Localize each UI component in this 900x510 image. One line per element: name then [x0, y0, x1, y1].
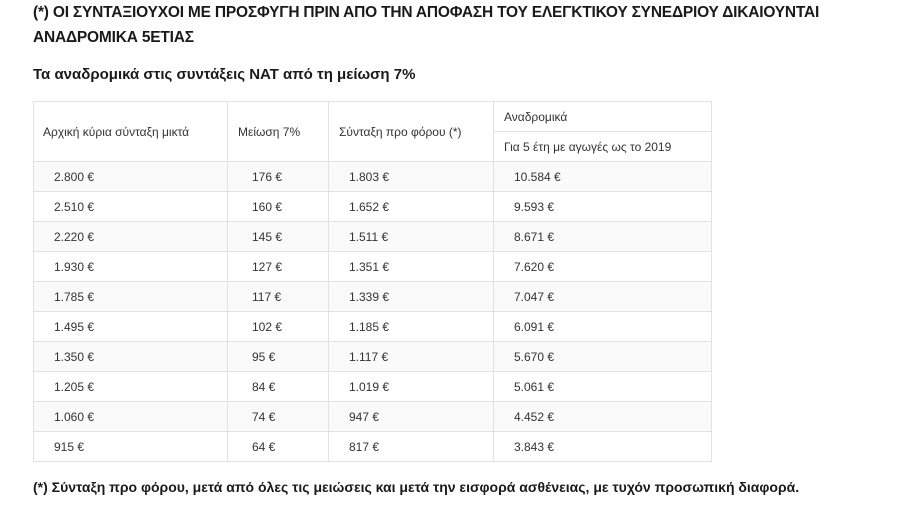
table-row: 1.930 €127 €1.351 €7.620 € — [33, 251, 712, 282]
header-initial-pension: Αρχική κύρια σύνταξη μικτά — [33, 101, 228, 162]
pretax-pension-cell: 1.652 € — [328, 191, 494, 222]
initial-pension-cell: 1.060 € — [33, 401, 228, 432]
reduction-cell: 145 € — [227, 221, 329, 252]
table-row: 2.800 €176 €1.803 €10.584 € — [33, 161, 712, 192]
reduction-cell: 84 € — [227, 371, 329, 402]
initial-pension-cell: 1.495 € — [33, 311, 228, 342]
reduction-cell: 102 € — [227, 311, 329, 342]
initial-pension-cell: 1.930 € — [33, 251, 228, 282]
retroactive-cell: 3.843 € — [493, 431, 712, 462]
table-row: 2.220 €145 €1.511 €8.671 € — [33, 221, 712, 252]
table-row: 1.350 €95 €1.117 €5.670 € — [33, 341, 712, 372]
table-row: 1.060 €74 €947 €4.452 € — [33, 401, 712, 432]
header-reduction: Μείωση 7% — [227, 101, 329, 162]
initial-pension-cell: 2.510 € — [33, 191, 228, 222]
table-row: 1.495 €102 €1.185 €6.091 € — [33, 311, 712, 342]
pretax-pension-cell: 1.803 € — [328, 161, 494, 192]
initial-pension-cell: 1.205 € — [33, 371, 228, 402]
initial-pension-cell: 2.800 € — [33, 161, 228, 192]
pretax-pension-cell: 1.351 € — [328, 251, 494, 282]
initial-pension-cell: 915 € — [33, 431, 228, 462]
retroactive-cell: 8.671 € — [493, 221, 712, 252]
pretax-pension-cell: 817 € — [328, 431, 494, 462]
retroactive-cell: 5.670 € — [493, 341, 712, 372]
pretax-pension-cell: 1.019 € — [328, 371, 494, 402]
reduction-cell: 64 € — [227, 431, 329, 462]
reduction-cell: 127 € — [227, 251, 329, 282]
reduction-cell: 95 € — [227, 341, 329, 372]
pretax-pension-cell: 1.185 € — [328, 311, 494, 342]
pretax-pension-cell: 1.117 € — [328, 341, 494, 372]
retroactive-cell: 7.620 € — [493, 251, 712, 282]
table-row: 2.510 €160 €1.652 €9.593 € — [33, 191, 712, 222]
retroactive-cell: 4.452 € — [493, 401, 712, 432]
reduction-cell: 176 € — [227, 161, 329, 192]
retroactive-cell: 10.584 € — [493, 161, 712, 192]
pretax-pension-cell: 1.511 € — [328, 221, 494, 252]
retroactive-cell: 6.091 € — [493, 311, 712, 342]
table-row: 1.205 €84 €1.019 €5.061 € — [33, 371, 712, 402]
retroactive-cell: 9.593 € — [493, 191, 712, 222]
table-row: 1.785 €117 €1.339 €7.047 € — [33, 281, 712, 312]
reduction-cell: 74 € — [227, 401, 329, 432]
header-pretax-pension: Σύνταξη προ φόρου (*) — [328, 101, 494, 162]
retroactive-cell: 5.061 € — [493, 371, 712, 402]
footnote: (*) Σύνταξη προ φόρου, μετά από όλες τις… — [33, 479, 800, 495]
header-retroactive: Αναδρομικά — [493, 101, 712, 132]
initial-pension-cell: 1.350 € — [33, 341, 228, 372]
subheader-five-years: Για 5 έτη με αγωγές ως το 2019 — [493, 131, 712, 162]
table-row: 915 €64 €817 €3.843 € — [33, 431, 712, 462]
pretax-pension-cell: 1.339 € — [328, 281, 494, 312]
table-title: Τα αναδρομικά στις συντάξεις ΝΑΤ από τη … — [33, 66, 416, 83]
retroactive-payments-table: Αρχική κύρια σύνταξη μικτά Μείωση 7% Σύν… — [33, 101, 712, 462]
reduction-cell: 160 € — [227, 191, 329, 222]
article-heading: (*) ΟΙ ΣΥΝΤΑΞΙΟΥΧΟΙ ΜΕ ΠΡΟΣΦΥΓΗ ΠΡΙΝ ΑΠΟ… — [33, 4, 820, 46]
pretax-pension-cell: 947 € — [328, 401, 494, 432]
initial-pension-cell: 2.220 € — [33, 221, 228, 252]
reduction-cell: 117 € — [227, 281, 329, 312]
retroactive-cell: 7.047 € — [493, 281, 712, 312]
initial-pension-cell: 1.785 € — [33, 281, 228, 312]
